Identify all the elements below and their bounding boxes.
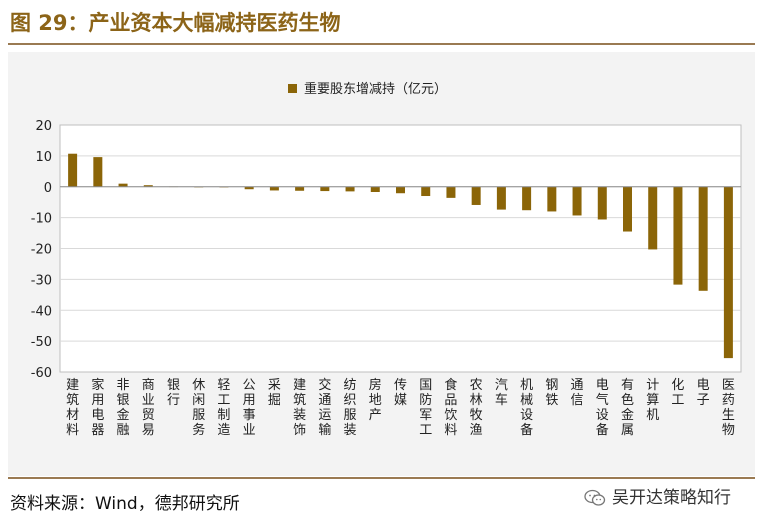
x-tick-label: 非银金融 bbox=[117, 378, 130, 438]
x-tick-label: 汽车 bbox=[495, 378, 508, 408]
bar bbox=[496, 186, 506, 210]
bar bbox=[673, 186, 683, 285]
x-tick-label: 公用事业 bbox=[243, 378, 256, 438]
bar bbox=[597, 186, 607, 220]
legend-label: 重要股东增减持（亿元） bbox=[304, 81, 447, 97]
bar bbox=[269, 186, 279, 191]
bar bbox=[345, 186, 355, 192]
x-tick-label: 房地产 bbox=[369, 377, 382, 423]
x-tick-label: 机械设备 bbox=[520, 378, 533, 438]
x-tick-label: 钢铁 bbox=[545, 378, 558, 408]
x-tick-label: 国防军工 bbox=[419, 378, 432, 438]
y-tick-label: -30 bbox=[31, 273, 52, 288]
y-tick-label: -50 bbox=[31, 335, 52, 350]
watermark-text: 吴开达策略知行 bbox=[612, 488, 731, 508]
x-tick-label: 休闲服务 bbox=[192, 378, 205, 438]
x-tick-label: 食品饮料 bbox=[444, 377, 457, 438]
x-tick-label: 计算机 bbox=[646, 378, 659, 423]
bar bbox=[471, 186, 481, 205]
x-tick-label: 交通运输 bbox=[318, 377, 331, 438]
x-tick-label: 建筑装饰 bbox=[293, 378, 306, 438]
y-tick-label: -60 bbox=[31, 366, 52, 381]
bar bbox=[623, 186, 632, 232]
bar bbox=[547, 186, 557, 212]
top-rule bbox=[8, 43, 755, 45]
x-tick-label: 银行 bbox=[167, 378, 180, 408]
x-tick-label: 通信 bbox=[571, 378, 584, 408]
bar-chart: 20 10 0 -10 -20 -30 -40 -50 -60 重要股东增减持（亿元） 建筑材料家用… bbox=[31, 81, 742, 438]
y-tick-label: 10 bbox=[35, 150, 52, 165]
bar bbox=[118, 183, 128, 187]
x-tick-label: 建筑材料 bbox=[66, 378, 79, 438]
wechat-icon bbox=[584, 489, 606, 506]
x-tick-label: 纺织服装 bbox=[344, 378, 357, 438]
watermark: 吴开达策略知行 bbox=[584, 484, 731, 512]
bar bbox=[244, 186, 254, 190]
bar bbox=[522, 186, 532, 211]
bar bbox=[421, 186, 431, 197]
bar bbox=[143, 185, 153, 187]
y-tick-label: -10 bbox=[31, 212, 52, 227]
bar bbox=[320, 186, 330, 192]
figure-title: 图 29：产业资本大幅减持医药生物 bbox=[10, 11, 341, 35]
bottom-rule bbox=[8, 477, 755, 479]
bar bbox=[68, 153, 78, 187]
x-tick-label: 化工 bbox=[671, 378, 684, 408]
x-tick-label: 农林牧渔 bbox=[470, 378, 483, 438]
y-tick-label: 20 bbox=[35, 119, 52, 134]
x-tick-label: 电子 bbox=[697, 378, 710, 408]
x-tick-label: 有色金属 bbox=[621, 378, 634, 438]
bar bbox=[723, 186, 733, 359]
bar bbox=[93, 157, 103, 187]
chart-area: 20 10 0 -10 -20 -30 -40 -50 -60 重要股东增减持（亿元） 建筑材料 家用… bbox=[8, 52, 755, 476]
bar bbox=[396, 186, 405, 194]
x-tick-label: 电气设备 bbox=[596, 378, 609, 438]
bar bbox=[648, 186, 658, 250]
x-tick-label: 采掘 bbox=[268, 378, 281, 408]
x-tick-label: 轻工制造 bbox=[217, 378, 230, 438]
bar bbox=[370, 186, 380, 192]
x-tick-label: 商业贸易 bbox=[142, 378, 155, 438]
x-tick-label: 医药生物 bbox=[722, 378, 735, 438]
bar bbox=[295, 186, 305, 191]
legend-swatch bbox=[288, 84, 297, 93]
bar bbox=[698, 186, 708, 291]
bar bbox=[446, 186, 456, 198]
y-tick-label: -40 bbox=[31, 304, 52, 319]
source-note: 资料来源：Wind，德邦研究所 bbox=[10, 494, 240, 514]
y-tick-label: -20 bbox=[31, 243, 52, 258]
y-tick-label: 0 bbox=[44, 181, 52, 196]
x-tick-label: 家用电器 bbox=[91, 377, 104, 438]
x-tick-label: 传媒 bbox=[394, 378, 407, 408]
bar bbox=[572, 186, 582, 216]
